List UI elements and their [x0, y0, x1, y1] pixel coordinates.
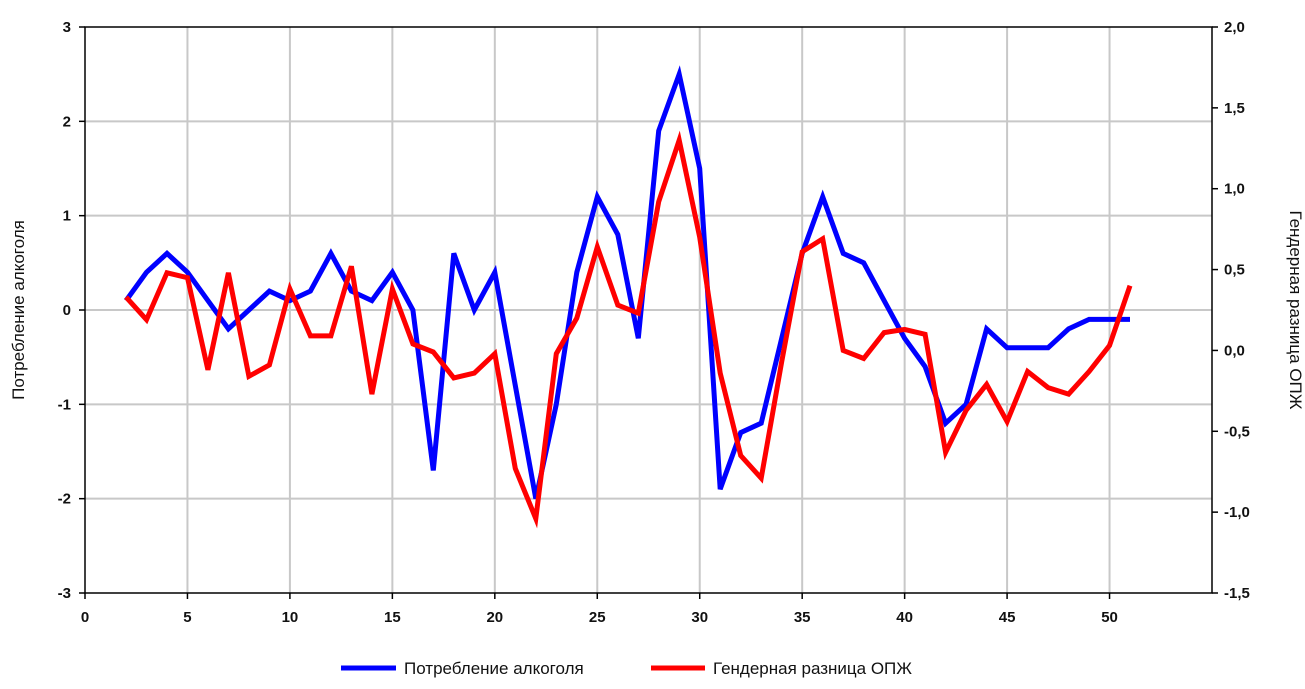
x-tick-label-0: 0	[81, 609, 89, 626]
series-lines	[123, 65, 1133, 529]
right-tick-label-0,0: 0,0	[1224, 342, 1245, 359]
left-tick-label-0: 0	[63, 302, 71, 319]
legend-label-alcohol: Потребление алкоголя	[404, 659, 584, 678]
left-tick-label-3: 3	[63, 19, 71, 36]
x-tick-label-50: 50	[1101, 609, 1118, 626]
x-tick-label-20: 20	[486, 609, 503, 626]
right-axis-title: Гендерная разница ОПЖ	[1286, 211, 1305, 410]
legend-label-gender-gap: Гендерная разница ОПЖ	[713, 659, 912, 678]
series-line-gender-gap	[124, 130, 1133, 529]
x-tick-label-5: 5	[183, 609, 191, 626]
right-tick-label-1,0: 1,0	[1224, 181, 1245, 198]
x-tick-label-40: 40	[896, 609, 913, 626]
x-tick-label-35: 35	[794, 609, 811, 626]
x-tick-label-30: 30	[691, 609, 708, 626]
left-tick-label--3: -3	[58, 585, 71, 602]
legend: Потребление алкоголя Гендерная разница О…	[341, 659, 912, 678]
x-tick-label-15: 15	[384, 609, 401, 626]
x-tick-label-45: 45	[999, 609, 1016, 626]
x-tick-label-25: 25	[589, 609, 606, 626]
right-tick-label--0,5: -0,5	[1224, 423, 1250, 440]
right-tick-label-1,5: 1,5	[1224, 100, 1245, 117]
grid	[85, 27, 1212, 593]
left-tick-label-1: 1	[63, 208, 71, 225]
left-tick-label-2: 2	[63, 113, 71, 130]
right-tick-label--1,5: -1,5	[1224, 585, 1250, 602]
right-tick-label-2,0: 2,0	[1224, 19, 1245, 36]
left-tick-label--2: -2	[58, 491, 71, 508]
left-tick-label--1: -1	[58, 396, 71, 413]
left-axis-title: Потребление алкоголя	[9, 220, 28, 400]
x-tick-label-10: 10	[282, 609, 299, 626]
right-tick-label--1,0: -1,0	[1224, 504, 1250, 521]
axis-ticks: 0 5 10 15 20 25 30 35 40 45 503210-1-2-32,01,51,00…	[58, 19, 1250, 626]
right-tick-label-0,5: 0,5	[1224, 262, 1245, 279]
